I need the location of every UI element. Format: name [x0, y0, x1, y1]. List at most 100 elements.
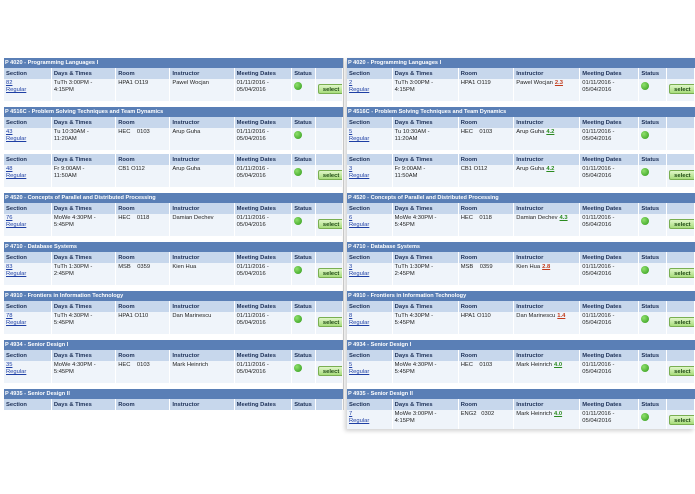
- column-header-action: [315, 203, 343, 214]
- course-block: P 4934 - Senior Design I Section Days & Ti…: [347, 340, 695, 389]
- course-title: P 4516C - Problem Solving Techniques and…: [4, 107, 343, 117]
- section-link[interactable]: 48: [6, 166, 13, 172]
- select-button[interactable]: select: [317, 268, 342, 278]
- section-type-link[interactable]: Regular: [6, 87, 27, 94]
- course-block: P 4516C - Problem Solving Techniques and…: [347, 107, 695, 193]
- status-cell: [291, 263, 316, 285]
- sections-header-row: Section Days & Times Room Instructor Meeting…: [347, 203, 695, 214]
- days-times-cell: MoWe 4:30PM -5:45PM: [392, 214, 459, 236]
- instructor-rating-link[interactable]: 1.4: [557, 313, 566, 319]
- select-button[interactable]: select: [669, 84, 694, 94]
- column-header: Meeting Dates: [579, 301, 640, 312]
- section-link[interactable]: 82: [6, 80, 13, 86]
- select-button[interactable]: select: [317, 84, 342, 94]
- meeting-dates-start: 01/11/2016 -: [236, 264, 269, 270]
- column-header: Instructor: [513, 350, 581, 361]
- section-link[interactable]: 78: [6, 313, 13, 319]
- instructor-rating-link[interactable]: 2.8: [542, 264, 551, 270]
- instructor-rating-link[interactable]: 4.3: [559, 215, 568, 221]
- select-button[interactable]: select: [669, 415, 694, 425]
- sections-header-row: Section Days & Times Room Instructor Meeting…: [4, 252, 343, 263]
- section-link[interactable]: 6: [349, 215, 353, 221]
- section-type-link[interactable]: Regular: [6, 222, 27, 229]
- sections-table: Section Days & Times Room Instructor Meeting…: [4, 399, 343, 410]
- instructor-rating-link[interactable]: 4.0: [554, 362, 563, 368]
- select-button[interactable]: select: [317, 219, 342, 229]
- section-link[interactable]: 35: [6, 362, 13, 368]
- section-link[interactable]: 8: [349, 313, 353, 319]
- days-times-start: MoWe 4:30PM -: [53, 215, 96, 221]
- section-type-link[interactable]: Regular: [6, 320, 27, 327]
- section-link[interactable]: 76: [6, 215, 13, 221]
- select-button[interactable]: select: [669, 317, 694, 327]
- select-button[interactable]: select: [317, 317, 342, 327]
- select-button[interactable]: select: [669, 219, 694, 229]
- section-type-link[interactable]: Regular: [349, 271, 370, 278]
- section-link[interactable]: 3: [349, 264, 353, 270]
- column-header: Section: [4, 68, 52, 79]
- column-header-action: [666, 203, 695, 214]
- select-button[interactable]: select: [317, 170, 342, 180]
- days-times-cell: MoWe 4:30PM -5:45PM: [392, 361, 459, 383]
- section-cell: 3 Regular: [347, 263, 393, 285]
- instructor-cell: Damian Dechev: [169, 214, 235, 236]
- sections-table: Section Days & Times Room Instructor Meeting…: [347, 399, 695, 429]
- instructor-rating-link[interactable]: 2.3: [554, 80, 563, 86]
- section-link[interactable]: 7: [349, 411, 353, 417]
- meeting-dates-cell: 01/11/2016 -05/04/2016: [234, 263, 293, 285]
- section-link[interactable]: 2: [349, 80, 353, 86]
- section-type-link[interactable]: Regular: [349, 320, 370, 327]
- column-header: Days & Times: [51, 350, 117, 361]
- section-type-link[interactable]: Regular: [349, 222, 370, 229]
- select-button[interactable]: select: [669, 170, 694, 180]
- days-times-end: 11:50AM: [53, 173, 77, 180]
- column-header-action: [315, 117, 343, 128]
- column-header: Status: [638, 117, 668, 128]
- select-button[interactable]: select: [317, 366, 342, 376]
- meeting-dates-cell: 01/11/2016 -05/04/2016: [234, 165, 293, 187]
- course-title: P 4710 - Database Systems: [4, 242, 343, 252]
- section-link[interactable]: 5: [349, 362, 353, 368]
- column-header-action: [315, 252, 343, 263]
- meeting-dates-cell: 01/11/2016 -05/04/2016: [579, 214, 640, 236]
- select-button[interactable]: select: [669, 366, 694, 376]
- meeting-dates-end: 05/04/2016: [582, 369, 612, 376]
- section-link[interactable]: 5: [349, 129, 353, 135]
- section-type-link[interactable]: Regular: [349, 369, 370, 376]
- status-cell: [638, 165, 668, 187]
- action-cell: select: [315, 79, 343, 101]
- instructor-rating-link[interactable]: 4.2: [546, 166, 555, 172]
- section-type-link[interactable]: Regular: [349, 173, 370, 180]
- meeting-dates-start: 01/11/2016 -: [582, 362, 615, 368]
- meeting-dates-cell: 01/11/2016 -05/04/2016: [579, 312, 640, 334]
- instructor-cell: Mark Heinrich 4.0: [513, 361, 581, 383]
- instructor-rating-link[interactable]: 4.0: [554, 411, 563, 417]
- course-title: P 4935 - Senior Design II: [347, 389, 695, 399]
- section-type-link[interactable]: Regular: [349, 418, 370, 425]
- section-type-link[interactable]: Regular: [6, 369, 27, 376]
- section-type-link[interactable]: Regular: [349, 87, 370, 94]
- status-cell: [638, 312, 668, 334]
- instructor-cell: Mark Heinrich 4.0: [513, 410, 581, 429]
- sections-header-row: Section Days & Times Room Instructor Meeting…: [4, 68, 343, 79]
- course-title: P 4934 - Senior Design I: [347, 340, 695, 350]
- days-times-end: 5:45PM: [394, 320, 415, 327]
- column-header-action: [666, 117, 695, 128]
- sections-table: Section Days & Times Room Instructor Meeting…: [347, 350, 695, 383]
- section-type-link[interactable]: Regular: [6, 173, 27, 180]
- column-header: Days & Times: [392, 252, 459, 263]
- column-header: Status: [291, 203, 316, 214]
- section-link[interactable]: 3: [349, 166, 353, 172]
- column-header: Meeting Dates: [234, 68, 293, 79]
- section-link[interactable]: 43: [6, 129, 13, 135]
- room-cell: HEC 0103: [115, 361, 171, 383]
- select-button[interactable]: select: [669, 268, 694, 278]
- section-type-link[interactable]: Regular: [6, 271, 27, 278]
- column-header: Status: [291, 68, 316, 79]
- room-cell: HPA1 O119: [115, 79, 171, 101]
- instructor-rating-link[interactable]: 4.2: [546, 129, 555, 135]
- column-header: Days & Times: [392, 203, 459, 214]
- section-type-link[interactable]: Regular: [349, 136, 370, 143]
- section-link[interactable]: 83: [6, 264, 13, 270]
- section-type-link[interactable]: Regular: [6, 136, 27, 143]
